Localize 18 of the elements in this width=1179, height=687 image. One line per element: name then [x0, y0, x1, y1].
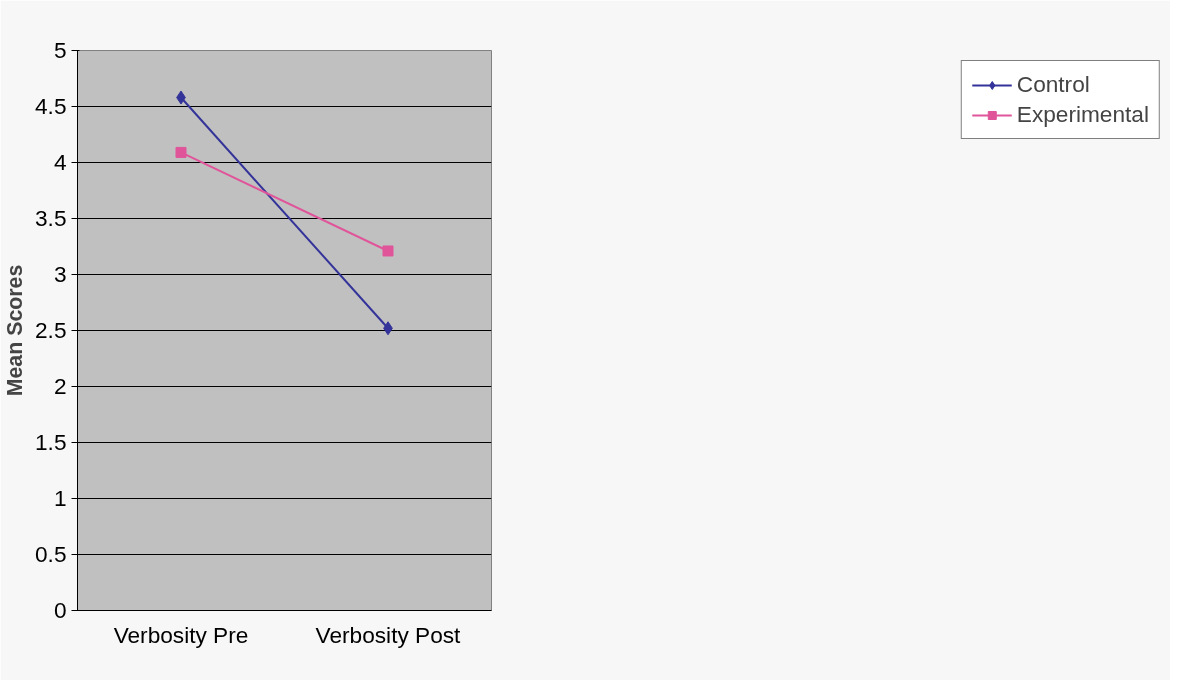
y-tick-label: 2.5	[35, 317, 67, 343]
y-tick-label: 3.5	[35, 205, 67, 231]
y-tick-label: 1.5	[35, 429, 67, 455]
x-tick-label: Verbosity Pre	[113, 621, 249, 648]
y-tick-label: 0	[53, 597, 67, 623]
y-tick-label: 0.5	[35, 541, 67, 567]
y-axis-title: Mean Scores	[3, 264, 27, 397]
legend-label: Experimental	[1016, 101, 1149, 128]
y-tick-label: 2	[53, 373, 67, 399]
x-tick-label: Verbosity Post	[315, 621, 462, 648]
legend-label: Control	[1016, 71, 1090, 98]
y-tick-label: 4	[53, 149, 67, 175]
y-tick-label: 3	[53, 261, 67, 287]
y-tick-label: 4.5	[35, 93, 67, 119]
point	[382, 245, 394, 257]
y-tick-label: 5	[53, 37, 67, 63]
y-tick-label: 1	[53, 485, 67, 511]
point	[175, 146, 187, 158]
